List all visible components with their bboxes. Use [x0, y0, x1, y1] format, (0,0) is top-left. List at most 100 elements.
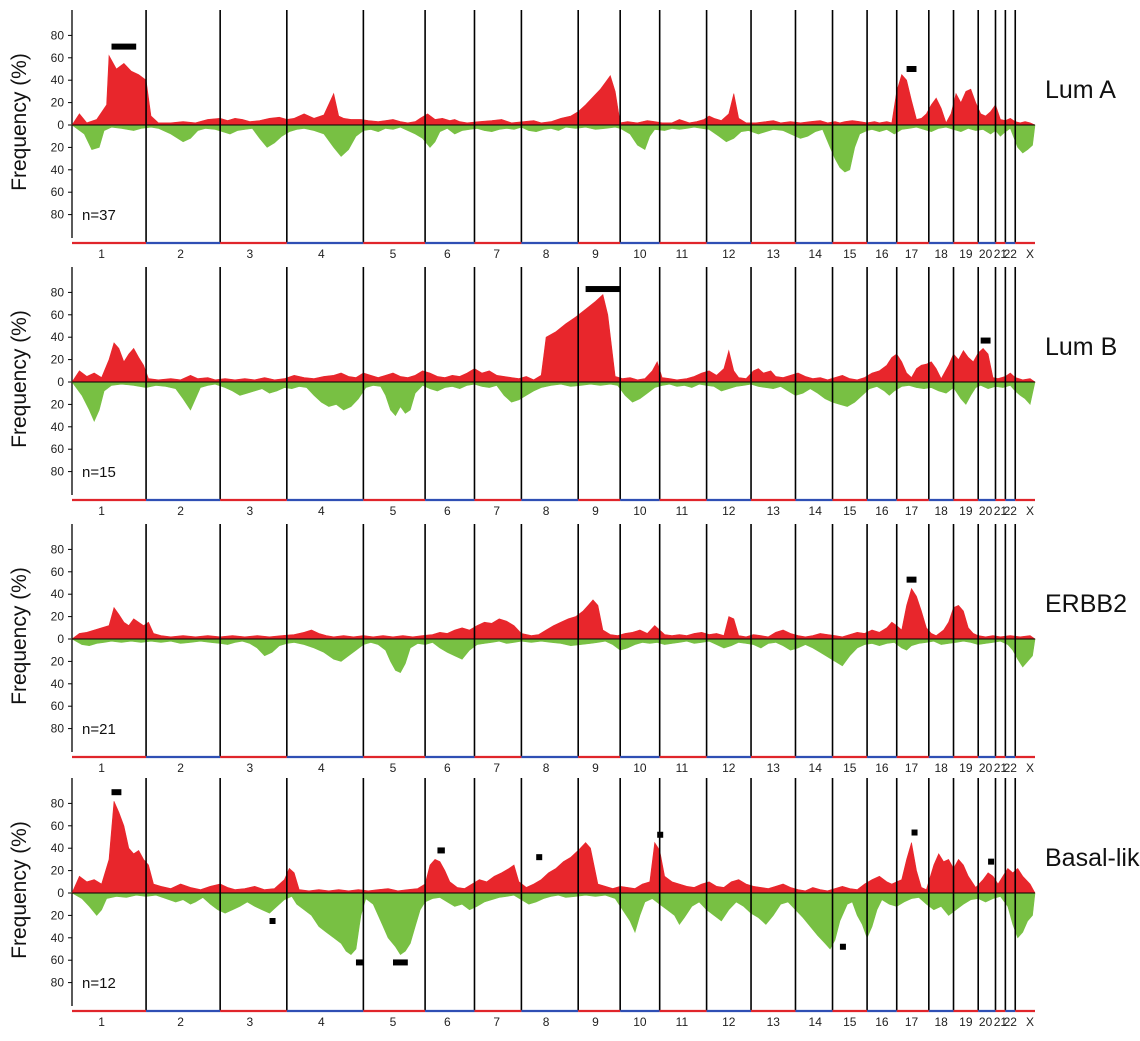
chromosome-label: X [1026, 1015, 1034, 1029]
chromosome-label: 22 [1004, 761, 1018, 775]
y-tick-label: 40 [51, 587, 65, 601]
chromosome-label: 5 [390, 504, 397, 518]
chromosome-label: 17 [905, 1015, 919, 1029]
significance-marker [393, 959, 408, 966]
chromosome-label: X [1026, 761, 1034, 775]
chromosome-label: 15 [843, 247, 857, 261]
chromosome-label: 22 [1004, 247, 1018, 261]
chromosome-label: 2 [177, 247, 184, 261]
chromosome-label: 1 [98, 504, 105, 518]
sample-count-label: n=37 [82, 207, 116, 224]
chromosome-label: 3 [246, 504, 253, 518]
chromosome-label: 12 [722, 761, 736, 775]
significance-marker [988, 858, 995, 865]
chromosome-label: 12 [722, 504, 736, 518]
chromosome-label: 6 [444, 504, 451, 518]
subtype-label: ERBB2 [1045, 590, 1127, 618]
chromosome-label: 22 [1004, 1015, 1018, 1029]
chromosome-label: 18 [934, 1015, 948, 1029]
y-tick-label: 20 [51, 610, 65, 624]
y-tick-label: 40 [51, 931, 65, 945]
loss-area [70, 892, 1036, 956]
significance-marker [111, 43, 137, 50]
y-tick-label: 40 [51, 841, 65, 855]
chromosome-label: 17 [905, 761, 919, 775]
chromosome-label: 20 [979, 247, 993, 261]
y-tick-label: 20 [51, 908, 65, 922]
chromosome-label: 14 [809, 247, 823, 261]
chromosome-label: 14 [809, 504, 823, 518]
chromosome-label: 14 [809, 1015, 823, 1029]
y-tick-label: 40 [51, 163, 65, 177]
chromosome-label: 16 [875, 504, 889, 518]
chromosome-label: 18 [934, 504, 948, 518]
chromosome-label: 13 [767, 1015, 781, 1029]
chromosome-label: 19 [959, 504, 973, 518]
y-tick-label: 20 [51, 353, 65, 367]
gain-area [71, 587, 1036, 640]
chromosome-label: 2 [177, 504, 184, 518]
y-tick-label: 40 [51, 420, 65, 434]
chromosome-label: 4 [318, 1015, 325, 1029]
y-tick-label: 80 [51, 976, 65, 990]
chromosome-label: 18 [934, 761, 948, 775]
chromosome-label: 14 [809, 761, 823, 775]
loss-area [70, 638, 1036, 673]
chromosome-label: 9 [592, 247, 599, 261]
significance-marker [911, 829, 918, 836]
loss-area [71, 381, 1036, 422]
chromosome-label: 5 [390, 1015, 397, 1029]
y-tick-label: 60 [51, 819, 65, 833]
chromosome-label: 3 [246, 1015, 253, 1029]
chromosome-label: 7 [493, 761, 500, 775]
y-tick-label: 20 [51, 140, 65, 154]
chromosome-label: 8 [543, 1015, 550, 1029]
y-tick-label: 40 [51, 73, 65, 87]
chromosome-label: X [1026, 504, 1034, 518]
chromosome-label: 1 [98, 1015, 105, 1029]
chromosome-label: 19 [959, 247, 973, 261]
gain-area [71, 801, 1036, 894]
significance-marker [585, 286, 621, 293]
sample-count-label: n=12 [82, 975, 116, 992]
significance-marker [980, 337, 991, 344]
chromosome-label: 6 [444, 1015, 451, 1029]
y-tick-label: 0 [57, 886, 64, 900]
y-tick-label: 20 [51, 654, 65, 668]
significance-marker [269, 918, 276, 924]
chromosome-label: 16 [875, 247, 889, 261]
chromosome-label: 21 [994, 1015, 1008, 1029]
y-tick-label: 60 [51, 953, 65, 967]
y-tick-label: 40 [51, 677, 65, 691]
chromosome-label: 9 [592, 504, 599, 518]
chromosome-label: 4 [318, 247, 325, 261]
chromosome-label: 15 [843, 504, 857, 518]
chromosome-label: 12 [722, 1015, 736, 1029]
subtype-label: Lum B [1045, 333, 1117, 361]
y-tick-label: 80 [51, 722, 65, 736]
subtype-label: Basal-like [1045, 844, 1140, 872]
chromosome-label: 1 [98, 761, 105, 775]
chromosome-label: 20 [979, 761, 993, 775]
chromosome-label: 5 [390, 761, 397, 775]
sample-count-label: n=21 [82, 721, 116, 738]
chromosome-label: 7 [493, 247, 500, 261]
chromosome-label: 12 [722, 247, 736, 261]
chromosome-label: 1 [98, 247, 105, 261]
significance-marker [536, 854, 543, 861]
y-tick-label: 80 [51, 285, 65, 299]
significance-marker [657, 831, 664, 838]
chromosome-label: 15 [843, 761, 857, 775]
y-tick-label: 80 [51, 465, 65, 479]
chromosome-label: 2 [177, 1015, 184, 1029]
y-tick-label: 0 [57, 118, 64, 132]
chromosome-label: 16 [875, 761, 889, 775]
chromosome-label: 2 [177, 761, 184, 775]
chromosome-label: 16 [875, 1015, 889, 1029]
significance-marker [906, 66, 917, 72]
chromosome-label: 10 [633, 247, 647, 261]
chromosome-label: 17 [905, 247, 919, 261]
chromosome-label: 5 [390, 247, 397, 261]
